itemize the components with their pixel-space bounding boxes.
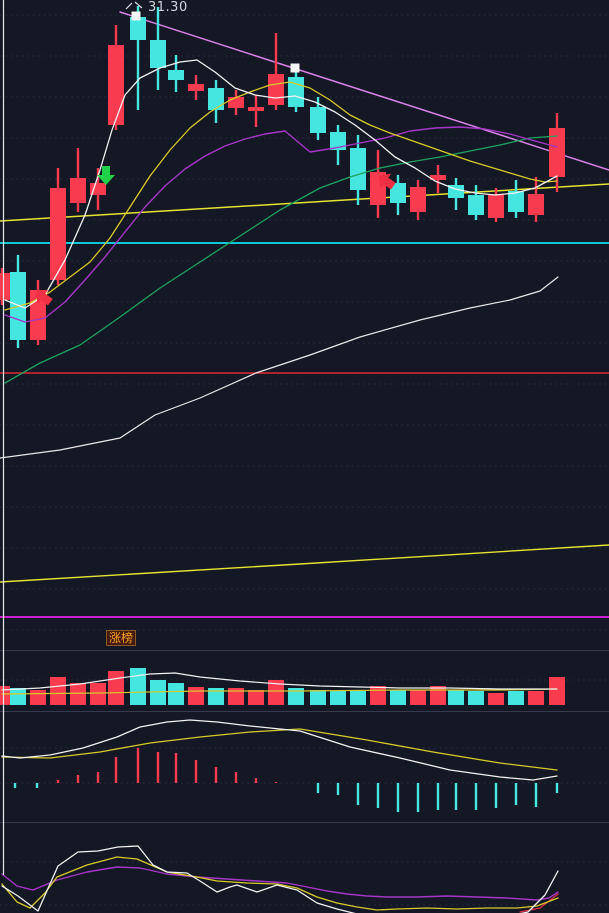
volume-bar: [350, 691, 366, 705]
volume-pane-tag-button[interactable]: 涨榜: [106, 630, 137, 646]
signal-dot-white: [290, 63, 300, 73]
ma-line-magenta: [4, 126, 558, 323]
candle-body: [130, 17, 146, 40]
volume-bar: [288, 688, 304, 705]
long-term-ma-line: [0, 276, 559, 459]
volume-bar: [430, 686, 446, 705]
sell-arrow-green: [97, 166, 115, 185]
macd-dea-line: [1, 728, 558, 771]
ma-line-green: [4, 135, 558, 384]
volume-bar: [488, 693, 504, 705]
candle-body: [248, 107, 264, 111]
candle-body: [390, 183, 406, 203]
candle-body: [150, 40, 166, 68]
lower-channel-line-yellow: [0, 544, 609, 583]
volume-bar: [549, 677, 565, 705]
volume-ma-white: [1, 672, 558, 691]
volume-bar: [410, 690, 426, 705]
volume-bar: [10, 688, 26, 705]
buy-arrow-red: [378, 173, 396, 190]
volume-bar: [188, 687, 204, 705]
candle-body: [70, 178, 86, 203]
volume-bar: [310, 690, 326, 705]
kdj-j-line: [1, 866, 559, 901]
candle-body: [330, 132, 346, 150]
macd-dif-line: [1, 719, 558, 781]
candle-body: [50, 188, 66, 280]
volume-bar: [528, 691, 544, 705]
volume-bar: [108, 671, 124, 705]
candle-body: [528, 194, 544, 215]
volume-bar: [130, 668, 146, 705]
volume-bar: [370, 686, 386, 705]
ma-line-white: [4, 59, 558, 309]
volume-bar: [468, 691, 484, 705]
volume-bar: [70, 683, 86, 705]
candle-body: [188, 84, 204, 91]
candle-body: [430, 175, 446, 180]
volume-bar: [30, 690, 46, 705]
candle-body: [488, 194, 504, 218]
volume-bar: [330, 691, 346, 705]
volume-bar: [448, 690, 464, 705]
volume-bar: [390, 690, 406, 705]
volume-bar: [268, 680, 284, 705]
candle-body: [310, 107, 326, 133]
candle-body: [208, 88, 224, 110]
volume-bar: [508, 691, 524, 705]
candle-body: [108, 45, 124, 125]
candle-body: [168, 70, 184, 80]
kdj-d-line: [1, 856, 559, 911]
candle-body: [549, 128, 565, 177]
candle-body: [410, 187, 426, 212]
high-tick-mark: [125, 2, 133, 10]
candle-body: [268, 74, 284, 105]
candle-body: [228, 97, 244, 108]
volume-bar: [150, 680, 166, 705]
signal-dot-white: [131, 11, 141, 21]
buy-arrow-red: [35, 289, 53, 306]
descending-trendline: [119, 11, 609, 171]
candle-body: [0, 273, 10, 300]
volume-bar: [228, 688, 244, 705]
volume-bar: [248, 690, 264, 705]
volume-bar: [208, 688, 224, 705]
candle-body: [508, 191, 524, 212]
kdj-k-line: [1, 845, 559, 913]
candle-body: [468, 195, 484, 215]
high-price-label: 31.30: [148, 0, 188, 15]
candle-body: [350, 148, 366, 190]
high-tick-mark: [134, 1, 143, 9]
kdj-aux-red-line: [519, 893, 559, 913]
ma-line-yellow: [4, 81, 558, 311]
volume-bar: [90, 683, 106, 705]
volume-bar: [0, 686, 10, 705]
resistance-line-yellow: [0, 183, 609, 222]
volume-bar: [168, 683, 184, 705]
volume-ma-yellow: [1, 688, 558, 695]
volume-bar: [50, 677, 66, 705]
